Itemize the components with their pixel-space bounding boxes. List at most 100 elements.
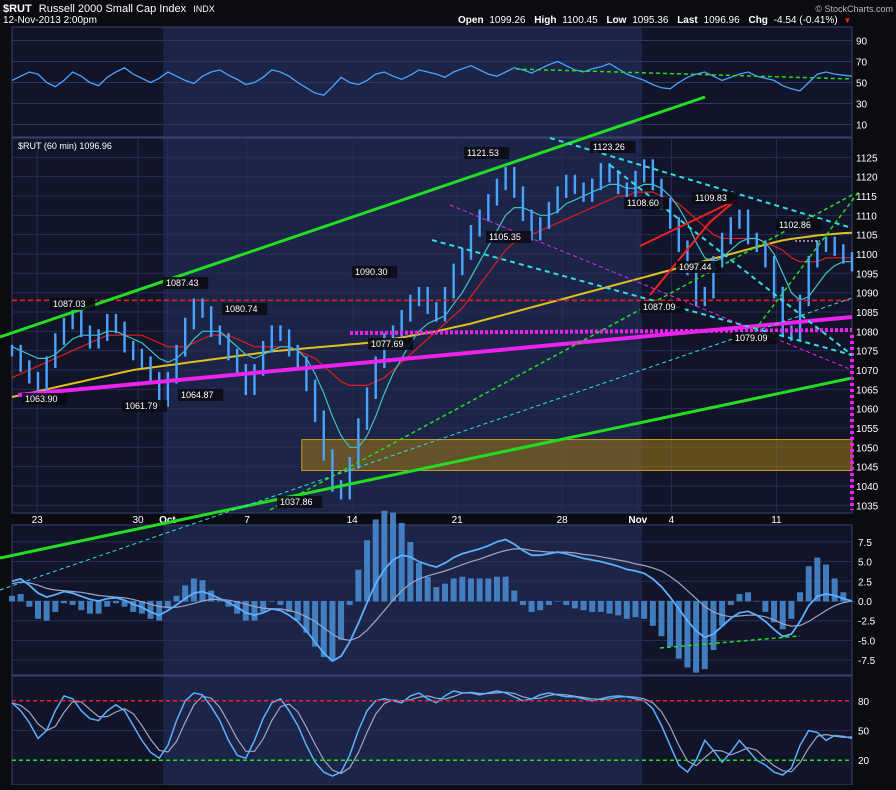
macd-histogram-bar xyxy=(797,592,804,602)
price-callout: 1105.35 xyxy=(489,232,521,242)
price-callout-bg xyxy=(486,231,532,243)
macd-histogram-bar xyxy=(823,564,830,602)
last-value: 1096.96 xyxy=(704,15,741,26)
macd-line xyxy=(11,538,853,663)
macd-histogram-bar xyxy=(485,578,492,602)
macd-tick-label: -2.5 xyxy=(858,617,876,628)
rsi-trendline xyxy=(515,68,853,80)
svg-text:$RUT Russell 2000 Small Ca: $RUT Russell 2000 Small Cap Index INDX xyxy=(3,3,215,15)
macd-histogram-bar xyxy=(805,566,812,602)
macd-histogram-bar xyxy=(615,601,622,616)
macd-histogram-bar xyxy=(17,594,24,602)
macd-histogram-bar xyxy=(225,601,232,607)
macd-histogram-bar xyxy=(684,601,691,668)
x-tick-label: 28 xyxy=(557,515,569,526)
price-tick-label: 1055 xyxy=(856,424,879,435)
macd-histogram-bar xyxy=(164,601,171,609)
macd-histogram-bar xyxy=(34,601,41,619)
price-tick-label: 1085 xyxy=(856,308,879,319)
macd-histogram-bar xyxy=(701,601,708,670)
index-name: Russell 2000 Small Cap Index xyxy=(39,3,187,15)
x-tick-label: 30 xyxy=(132,515,144,526)
x-axis-band xyxy=(0,513,896,525)
macd-histogram-bar xyxy=(771,601,778,623)
macd-histogram-bar xyxy=(60,601,67,604)
price-tick-label: 1105 xyxy=(856,231,878,242)
green-dashed-steep-line xyxy=(754,189,861,331)
price-callout-bg xyxy=(624,197,670,209)
macd-histogram-bar xyxy=(537,601,544,611)
stoch-tick-label: 50 xyxy=(858,727,870,738)
price-tick-label: 1080 xyxy=(856,327,879,338)
price-tick-label: 1120 xyxy=(856,173,878,184)
price-callout: 1080.74 xyxy=(225,304,258,314)
macd-tick-label: 2.5 xyxy=(858,577,872,588)
macd-histogram-bar xyxy=(649,601,656,626)
chg-down-arrow-icon: ▼ xyxy=(843,16,851,25)
exchange: INDX xyxy=(193,4,215,14)
rsi-tick-label: 30 xyxy=(856,100,868,111)
macd-histogram-bar xyxy=(26,601,33,607)
macd-histogram-bar xyxy=(416,562,423,602)
macd-histogram-bar xyxy=(727,601,734,605)
macd-histogram-bar xyxy=(86,601,93,614)
macd-histogram-bar xyxy=(9,595,15,602)
macd-histogram-bar xyxy=(623,601,630,619)
price-tick-label: 1115 xyxy=(856,192,877,203)
open-value: 1099.26 xyxy=(489,15,526,26)
macd-tick-label: 5.0 xyxy=(858,558,872,569)
magenta-horizontal-line xyxy=(349,328,853,335)
svg-text:Open 1099.26 High: Open 1099.26 High 1100.45 Low 1095.36 La… xyxy=(458,15,851,26)
lower-channel-line xyxy=(0,376,853,560)
macd-histogram-bar xyxy=(554,601,561,602)
macd-histogram-bar xyxy=(156,601,163,621)
macd-histogram-bar xyxy=(736,594,743,602)
macd-histogram-bar xyxy=(372,519,379,602)
rsi-tick-label: 70 xyxy=(856,58,868,69)
macd-histogram-bar xyxy=(398,522,405,602)
rsi-tick-label: 50 xyxy=(856,79,868,90)
macd-histogram-bar xyxy=(745,592,752,602)
macd-histogram-bar xyxy=(675,601,682,659)
price-tick-label: 1050 xyxy=(856,443,879,454)
macd-histogram-bar xyxy=(788,601,795,619)
macd-histogram-bar xyxy=(753,601,760,602)
price-callout-bg xyxy=(222,303,268,315)
low-value: 1095.36 xyxy=(632,15,669,26)
rsi-tick-label: 90 xyxy=(856,37,868,48)
cyan-diagonal-line xyxy=(609,164,853,356)
macd-histogram-bar xyxy=(268,601,275,602)
macd-histogram-bar xyxy=(364,540,371,602)
price-callout-bg xyxy=(50,298,96,310)
macd-tick-label: 7.5 xyxy=(858,538,872,549)
price-callout-bg xyxy=(368,338,414,350)
macd-histogram-bar xyxy=(173,595,180,602)
macd-histogram-bar xyxy=(52,601,59,612)
price-tick-label: 1110 xyxy=(856,211,877,222)
macd-histogram-bar xyxy=(390,512,397,602)
macd-histogram-bar xyxy=(814,557,821,602)
macd-histogram-bar xyxy=(658,601,665,637)
price-tick-label: 1065 xyxy=(856,385,879,396)
macd-histogram-bar xyxy=(441,583,448,602)
price-callout: 1037.86 xyxy=(280,497,313,507)
price-callout-bg xyxy=(590,141,636,153)
macd-histogram-bar xyxy=(312,601,319,647)
price-callout: 1090.30 xyxy=(355,267,388,277)
macd-histogram-bar xyxy=(130,601,137,612)
red-wedge xyxy=(639,199,737,296)
macd-histogram-bar xyxy=(493,576,500,602)
rsi-tick-label: 10 xyxy=(856,121,868,132)
macd-divergence-line xyxy=(659,635,801,649)
macd-histogram-bar xyxy=(182,585,189,602)
macd-histogram-bar xyxy=(381,510,388,602)
price-callout: 1077.69 xyxy=(371,339,404,349)
chg-value: -4.54 (-0.41%) xyxy=(774,15,838,26)
x-tick-label: Nov xyxy=(628,515,647,526)
macd-histogram-bar xyxy=(355,569,362,602)
x-tick-label: 23 xyxy=(32,515,44,526)
macd-histogram-bar xyxy=(277,601,284,605)
price-tick-label: 1095 xyxy=(856,269,879,280)
macd-histogram-bar xyxy=(338,601,345,640)
macd-histogram-bar xyxy=(450,578,457,602)
